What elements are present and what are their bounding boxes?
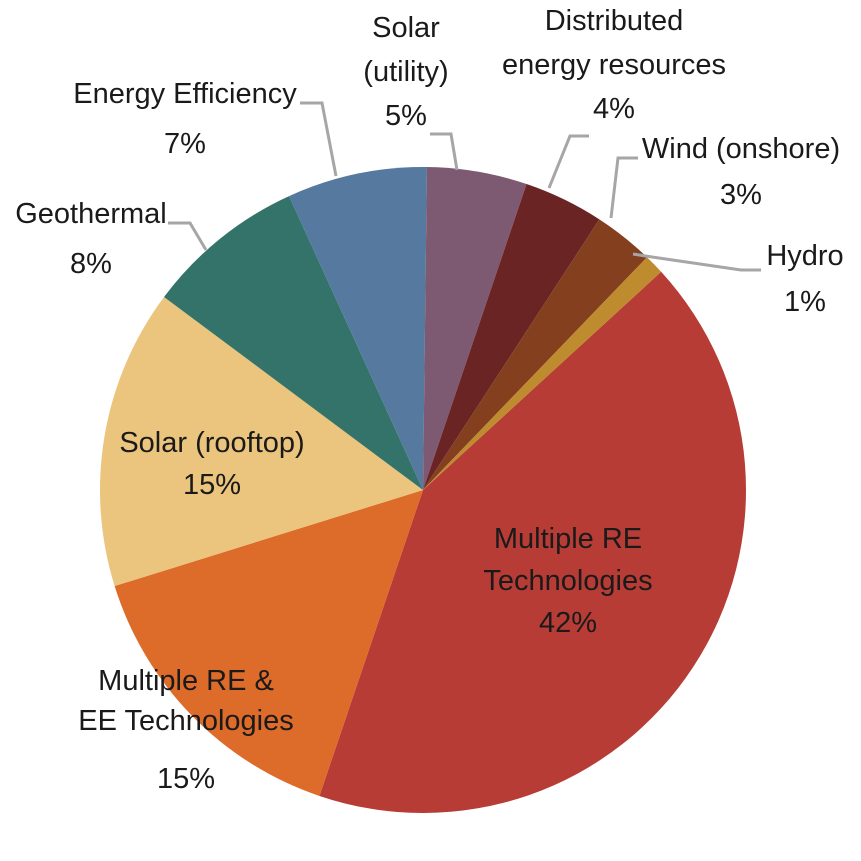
slice-label-8: Wind (onshore): [642, 133, 840, 165]
pie-slices: [100, 166, 747, 814]
slice-label-3: Solar (rooftop): [119, 427, 304, 459]
slice-label-1: Multiple RE: [494, 523, 642, 555]
slice-percent-3: 15%: [183, 469, 241, 501]
leader-lines: [168, 101, 761, 272]
slice-labels: Multiple RE Technologies 42% Multiple RE & E…: [15, 5, 843, 795]
pie-slice-9: [423, 257, 662, 490]
slice-percent-1: 42%: [539, 607, 597, 639]
slice-label-4: Geothermal: [15, 198, 167, 230]
pie-slice-2: [114, 490, 424, 796]
leader-line-7: [547, 134, 589, 189]
slice-label-7: Distributed: [545, 5, 684, 37]
pie-slice-3: [100, 296, 424, 587]
slice-label-6: Solar: [372, 12, 440, 44]
leader-line-5: [300, 101, 338, 177]
leader-line-4: [168, 221, 208, 251]
pie-slice-5: [289, 166, 427, 490]
slice-label-7: energy resources: [502, 49, 726, 81]
pie-slice-1: [319, 271, 747, 814]
leader-line-6: [430, 132, 459, 171]
slice-percent-2: 15%: [157, 763, 215, 795]
slice-label-2: EE Technologies: [78, 705, 294, 737]
pie-slice-6: [423, 167, 527, 490]
slice-label-9: Hydro: [766, 240, 843, 272]
slice-label-2: Multiple RE &: [98, 665, 274, 697]
pie-slice-4: [164, 196, 423, 490]
slice-percent-9: 1%: [784, 286, 826, 318]
slice-label-6: (utility): [363, 56, 448, 88]
slice-percent-5: 7%: [164, 128, 206, 160]
slice-percent-7: 4%: [593, 93, 635, 125]
pie-slice-7: [423, 184, 600, 491]
leader-line-8: [609, 156, 638, 219]
slice-percent-8: 3%: [720, 179, 762, 211]
slice-percent-4: 8%: [70, 248, 112, 280]
slice-label-5: Energy Efficiency: [73, 78, 297, 110]
slice-label-1: Technologies: [483, 565, 652, 597]
pie-slice-8: [423, 219, 647, 491]
leader-line-9: [632, 252, 761, 272]
slice-percent-6: 5%: [385, 100, 427, 132]
